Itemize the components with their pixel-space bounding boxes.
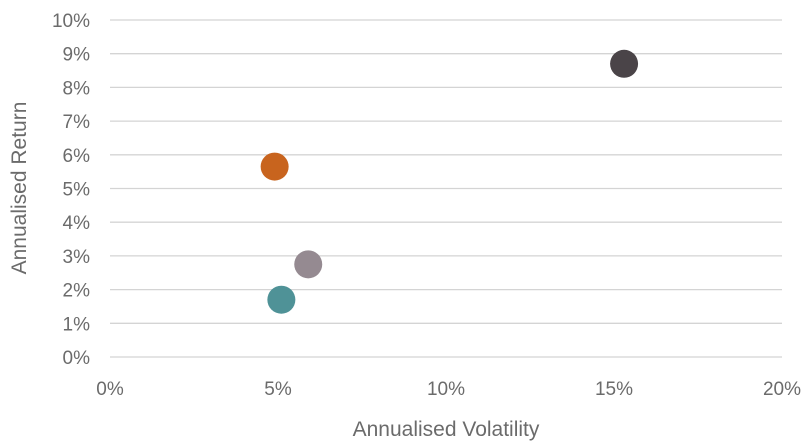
y-axis-ticks: 0% 1% 2% 3% 4% 5% 6% 7% 8% 9% 10% [52, 11, 90, 369]
y-tick-label: 9% [63, 45, 91, 66]
y-tick-label: 3% [63, 247, 91, 268]
x-tick-label: 10% [427, 379, 465, 400]
x-tick-label: 15% [595, 379, 633, 400]
y-tick-label: 0% [63, 348, 91, 369]
data-point [267, 285, 296, 314]
y-tick-label: 1% [63, 314, 91, 335]
data-point [610, 49, 639, 78]
y-tick-label: 7% [63, 112, 91, 133]
x-axis-ticks: 0% 5% 10% 15% 20% [96, 379, 801, 400]
x-axis-title: Annualised Volatility [353, 418, 540, 441]
y-tick-label: 5% [63, 180, 91, 201]
x-tick-label: 5% [264, 379, 292, 400]
data-point [260, 152, 289, 181]
y-tick-label: 8% [63, 78, 91, 99]
x-tick-label: 0% [96, 379, 124, 400]
y-tick-label: 2% [63, 281, 91, 302]
data-points [260, 49, 639, 314]
y-tick-label: 4% [63, 213, 91, 234]
y-tick-label: 10% [52, 11, 90, 32]
y-tick-label: 6% [63, 146, 91, 167]
x-tick-label: 20% [763, 379, 801, 400]
data-point [294, 250, 323, 279]
gridlines [110, 19, 782, 358]
y-axis-title: Annualised Return [8, 102, 31, 275]
